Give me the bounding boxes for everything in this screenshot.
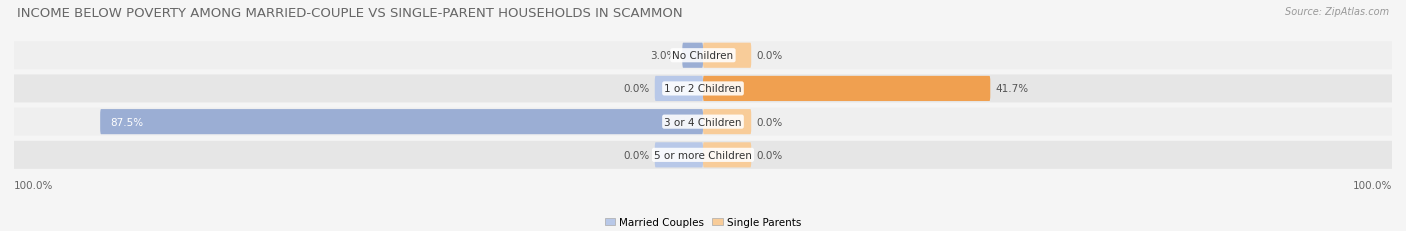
Text: 0.0%: 0.0% (756, 150, 783, 160)
FancyBboxPatch shape (7, 75, 1399, 103)
Text: INCOME BELOW POVERTY AMONG MARRIED-COUPLE VS SINGLE-PARENT HOUSEHOLDS IN SCAMMON: INCOME BELOW POVERTY AMONG MARRIED-COUPL… (17, 7, 682, 20)
FancyBboxPatch shape (703, 76, 990, 102)
Text: 5 or more Children: 5 or more Children (654, 150, 752, 160)
FancyBboxPatch shape (703, 109, 751, 135)
FancyBboxPatch shape (7, 108, 1399, 136)
FancyBboxPatch shape (7, 141, 1399, 169)
FancyBboxPatch shape (100, 109, 703, 135)
Text: 3.0%: 3.0% (651, 51, 676, 61)
Text: Source: ZipAtlas.com: Source: ZipAtlas.com (1285, 7, 1389, 17)
FancyBboxPatch shape (7, 42, 1399, 70)
FancyBboxPatch shape (655, 143, 703, 168)
Legend: Married Couples, Single Parents: Married Couples, Single Parents (600, 213, 806, 231)
Text: 1 or 2 Children: 1 or 2 Children (664, 84, 742, 94)
FancyBboxPatch shape (703, 43, 751, 69)
Text: 0.0%: 0.0% (756, 51, 783, 61)
Text: 0.0%: 0.0% (623, 84, 650, 94)
Text: No Children: No Children (672, 51, 734, 61)
Text: 100.0%: 100.0% (14, 181, 53, 191)
Text: 87.5%: 87.5% (111, 117, 143, 127)
FancyBboxPatch shape (682, 43, 703, 69)
Text: 100.0%: 100.0% (1353, 181, 1392, 191)
Text: 0.0%: 0.0% (756, 117, 783, 127)
FancyBboxPatch shape (703, 143, 751, 168)
Text: 3 or 4 Children: 3 or 4 Children (664, 117, 742, 127)
Text: 0.0%: 0.0% (623, 150, 650, 160)
Text: 41.7%: 41.7% (995, 84, 1029, 94)
FancyBboxPatch shape (655, 76, 703, 102)
